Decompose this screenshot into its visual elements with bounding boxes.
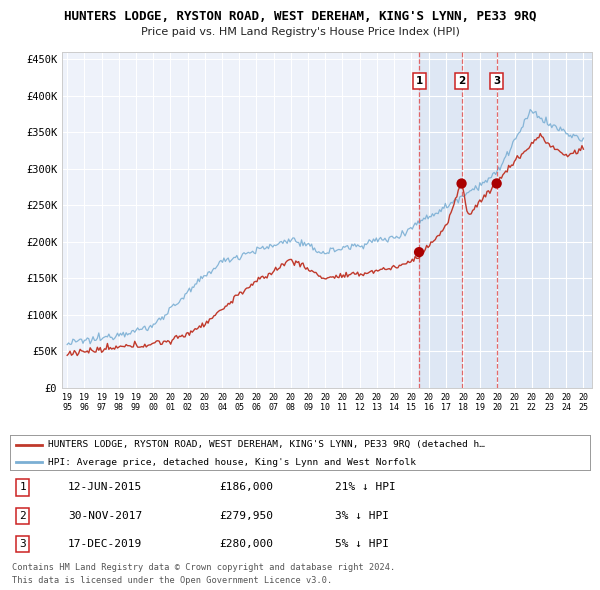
Text: Price paid vs. HM Land Registry's House Price Index (HPI): Price paid vs. HM Land Registry's House … [140,27,460,37]
Point [457,179,466,188]
Text: £280,000: £280,000 [219,539,273,549]
Text: 3% ↓ HPI: 3% ↓ HPI [335,511,389,521]
Text: 30-NOV-2017: 30-NOV-2017 [68,511,142,521]
Text: This data is licensed under the Open Government Licence v3.0.: This data is licensed under the Open Gov… [12,576,332,585]
Text: 21% ↓ HPI: 21% ↓ HPI [335,483,395,493]
Text: £279,950: £279,950 [219,511,273,521]
Bar [419,52,600,388]
Text: 3: 3 [493,76,500,86]
Text: £186,000: £186,000 [219,483,273,493]
Text: 3: 3 [19,539,26,549]
Text: 5% ↓ HPI: 5% ↓ HPI [335,539,389,549]
Text: 1: 1 [19,483,26,493]
Point [414,247,424,257]
Text: 17-DEC-2019: 17-DEC-2019 [68,539,142,549]
Text: 2: 2 [19,511,26,521]
Text: 12-JUN-2015: 12-JUN-2015 [68,483,142,493]
Text: HPI: Average price, detached house, King's Lynn and West Norfolk: HPI: Average price, detached house, King… [48,458,416,467]
Text: HUNTERS LODGE, RYSTON ROAD, WEST DEREHAM, KING'S LYNN, PE33 9RQ (detached h…: HUNTERS LODGE, RYSTON ROAD, WEST DEREHAM… [48,440,485,450]
Text: 1: 1 [415,76,422,86]
Point [492,179,502,188]
Text: HUNTERS LODGE, RYSTON ROAD, WEST DEREHAM, KING'S LYNN, PE33 9RQ: HUNTERS LODGE, RYSTON ROAD, WEST DEREHAM… [64,10,536,23]
Text: 2: 2 [458,76,465,86]
Text: Contains HM Land Registry data © Crown copyright and database right 2024.: Contains HM Land Registry data © Crown c… [12,563,395,572]
